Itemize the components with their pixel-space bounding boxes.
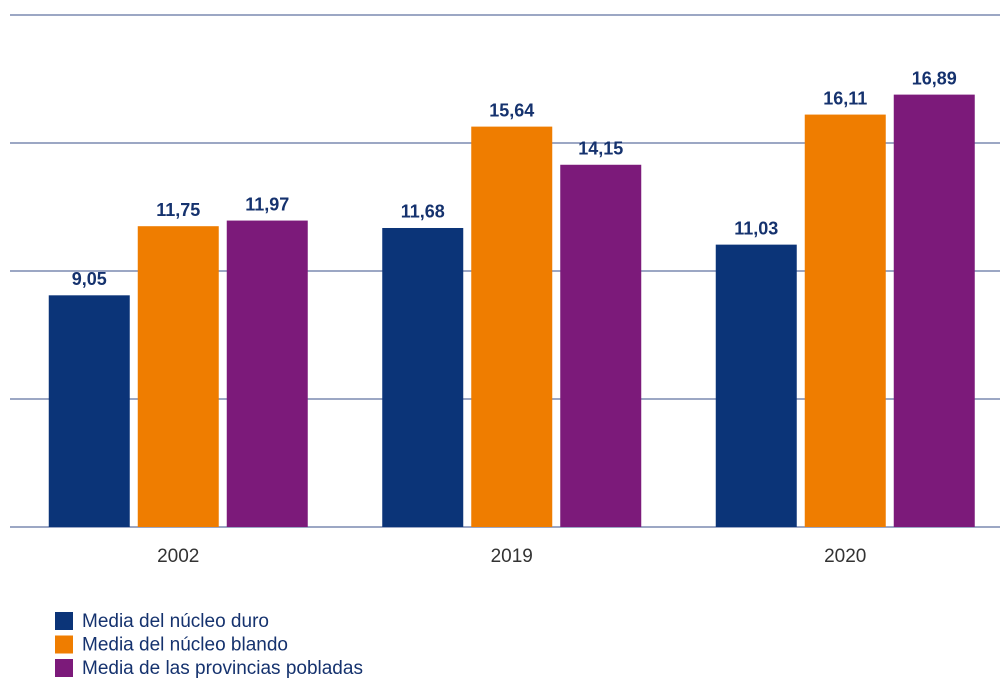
value-label: 16,11 xyxy=(823,88,867,108)
value-label: 9,05 xyxy=(72,269,107,289)
legend-label: Media de las provincias pobladas xyxy=(82,658,363,679)
legend-label: Media del núcleo duro xyxy=(82,611,269,632)
bar xyxy=(382,227,464,527)
bar xyxy=(804,114,886,528)
legend-swatch xyxy=(55,612,73,630)
value-label: 14,15 xyxy=(578,139,623,159)
bar xyxy=(560,164,642,527)
x-tick-label: 2019 xyxy=(491,546,533,567)
value-label: 11,03 xyxy=(734,218,778,238)
value-label: 11,68 xyxy=(401,202,445,222)
value-label: 11,75 xyxy=(156,200,200,220)
legend-label: Media del núcleo blando xyxy=(82,635,288,656)
value-label: 16,89 xyxy=(912,68,957,88)
x-tick-label: 2002 xyxy=(157,546,199,567)
bar xyxy=(48,295,130,527)
bar xyxy=(893,94,975,527)
bar xyxy=(471,126,553,527)
bar xyxy=(137,226,219,527)
legend-swatch xyxy=(55,635,73,654)
legend-swatch xyxy=(55,659,73,677)
bar xyxy=(226,220,308,527)
bar xyxy=(715,244,797,527)
value-label: 15,64 xyxy=(489,100,534,120)
value-label: 11,97 xyxy=(245,194,289,214)
x-tick-label: 2020 xyxy=(824,546,866,567)
